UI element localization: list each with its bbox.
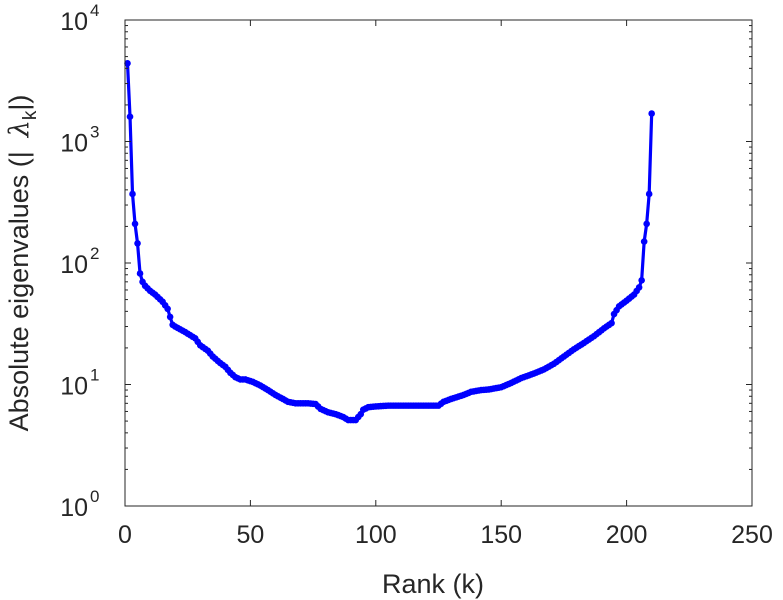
series-layer xyxy=(124,60,655,424)
data-point xyxy=(638,277,645,284)
plot-area xyxy=(125,20,752,506)
y-tick-label: 10 xyxy=(60,251,88,279)
y-tick-exponent: 1 xyxy=(90,366,99,385)
data-point xyxy=(608,319,615,327)
x-tick-label: 100 xyxy=(355,521,397,549)
y-tick-label: 10 xyxy=(60,373,88,401)
data-point xyxy=(131,220,139,228)
data-point xyxy=(126,113,134,120)
y-axis-title-prefix: Absolute eigenvalues (| xyxy=(4,151,34,431)
data-point xyxy=(134,240,141,247)
data-point xyxy=(648,110,655,117)
y-tick-label: 10 xyxy=(60,8,88,36)
x-tick-label: 150 xyxy=(480,521,522,549)
y-tick-exponent: 2 xyxy=(90,244,99,263)
data-point xyxy=(166,313,174,321)
y-tick-label: 10 xyxy=(60,494,88,522)
y-tick-exponent: 0 xyxy=(90,487,99,506)
y-tick-label: 10 xyxy=(60,130,88,158)
data-point xyxy=(124,60,131,67)
x-axis: 0 50 100 150 200 250 xyxy=(118,20,773,549)
x-axis-title: Rank (k) xyxy=(382,569,484,599)
x-tick-label: 250 xyxy=(731,521,773,549)
y-axis-title-suffix: |) xyxy=(4,95,34,111)
data-point xyxy=(643,220,650,228)
x-tick-label: 0 xyxy=(118,521,132,549)
y-axis-title: Absolute eigenvalues (| λk|) xyxy=(4,95,41,432)
x-tick-label: 200 xyxy=(606,521,648,549)
lambda-symbol: λ xyxy=(4,120,35,138)
y-tick-exponent: 3 xyxy=(90,123,99,142)
data-point xyxy=(136,270,144,277)
data-point xyxy=(164,305,171,313)
y-tick-exponent: 4 xyxy=(90,1,99,20)
data-point xyxy=(129,190,136,198)
lambda-subscript: k xyxy=(20,110,41,120)
data-point xyxy=(640,238,648,245)
data-point xyxy=(645,190,653,198)
data-point xyxy=(635,284,643,291)
x-tick-label: 50 xyxy=(236,521,264,549)
